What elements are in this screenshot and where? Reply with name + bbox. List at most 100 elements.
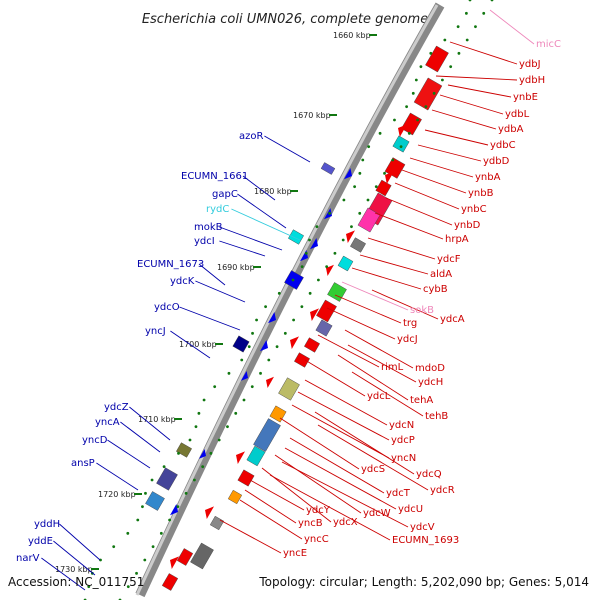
- reverse-feature-3: [232, 335, 250, 353]
- inner-tick-dot-37: [144, 491, 147, 495]
- leader-yncC: [239, 499, 303, 540]
- outer-tick-dot-8: [424, 105, 428, 109]
- outer-tick-dot-36: [193, 478, 196, 482]
- kbp-label-3: 1690 kbp: [217, 263, 255, 272]
- outer-tick-dot-41: [151, 545, 155, 549]
- leader-yncJ: [170, 330, 211, 359]
- gene-label-ydcL: ydcL: [367, 391, 391, 402]
- gene-label-tehA: tehA: [410, 395, 433, 406]
- leader-aldA: [359, 254, 429, 275]
- leader-ydbJ: [449, 41, 518, 65]
- gene-label-ydcH: ydcH: [418, 377, 443, 388]
- leader-ydcT: [289, 437, 385, 494]
- forward-feature-3: [392, 135, 410, 153]
- gene-label-ynbD: ynbD: [454, 220, 481, 231]
- forward-feature-7: [357, 207, 381, 233]
- inner-tick-dot-22: [277, 291, 281, 295]
- forward-feature-1: [413, 77, 443, 111]
- gene-label-ydcP: ydcP: [391, 435, 415, 446]
- gene-label-ydcN: ydcN: [389, 420, 414, 431]
- inner-tick-dot-28: [227, 371, 231, 375]
- forward-feature-13: [304, 337, 320, 353]
- gene-label-ydbC: ydbC: [490, 140, 516, 151]
- inner-tick-dot-31: [197, 411, 201, 415]
- outer-tick-dot-42: [143, 558, 147, 562]
- leader-ydcF: [367, 237, 436, 260]
- genome-summary: Topology: circular; Length: 5,202,090 bp…: [258, 575, 589, 589]
- inner-tick-dot-24: [255, 318, 258, 322]
- leader-ydcW: [274, 454, 362, 514]
- feature-track: [145, 45, 449, 591]
- gene-label-ydcO: ydcO: [154, 302, 180, 313]
- inner-tick-dot-29: [213, 385, 217, 389]
- outer-tick-dot-1: [482, 11, 486, 15]
- inner-tick-dot-40: [126, 531, 130, 535]
- forward-arrow-8: [205, 506, 214, 519]
- inner-tick-dot-8: [405, 105, 409, 109]
- leader-ydcU: [284, 447, 397, 510]
- reverse-arrow-5: [260, 340, 268, 352]
- outer-tick-dot-19: [333, 251, 337, 255]
- outer-tick-dot-9: [416, 118, 419, 122]
- inner-tick-dot-9: [393, 118, 396, 122]
- inner-tick-dot-25: [251, 331, 254, 335]
- gene-label-yncJ: yncJ: [145, 326, 166, 337]
- inner-tick-dot-23: [264, 305, 267, 309]
- forward-feature-14: [294, 352, 310, 368]
- gene-label-ydcU: ydcU: [398, 504, 423, 515]
- forward-feature-17: [253, 418, 281, 452]
- gene-labels: micC ydbJ ydbH ynbE ydbL ydbA ydbC ydbD ynbA ynbB…: [16, 39, 561, 564]
- inner-tick-dot-34: [177, 451, 180, 455]
- gene-label-ECUMN_1673: ECUMN_1673: [137, 259, 204, 270]
- leader-ydcR: [317, 424, 429, 491]
- inner-tick-dot-27: [240, 358, 244, 362]
- leader-ydbC: [424, 129, 489, 146]
- inner-tick-dot-17: [315, 225, 319, 229]
- gene-label-ynbE: ynbE: [513, 92, 538, 103]
- outer-tick-dot-3: [465, 38, 469, 42]
- leader-ynbE: [447, 84, 512, 98]
- leader-mokB: [219, 226, 283, 251]
- reverse-feature-4: [176, 442, 192, 458]
- inner-tick-dot-12: [361, 158, 365, 162]
- inner-tick-dot-33: [188, 438, 192, 442]
- leader-ydcV: [281, 461, 409, 528]
- gene-label-gapC: gapC: [212, 189, 238, 200]
- kbp-label-6: 1720 kbp: [98, 490, 136, 499]
- forward-feature-20: [227, 489, 243, 505]
- inner-tick-dot-44: [87, 585, 91, 589]
- leader-ECUMN_1693: [269, 474, 391, 541]
- gene-label-ydbJ: ydbJ: [519, 59, 541, 70]
- gene-label-mdoD: mdoD: [415, 363, 445, 374]
- gene-label-cybB: cybB: [423, 284, 448, 295]
- leader-ydcN: [304, 379, 388, 426]
- forward-feature-15: [278, 377, 300, 401]
- leader-ydcH: [347, 344, 417, 383]
- gene-label-ydbL: ydbL: [505, 109, 530, 120]
- leader-yncE: [219, 519, 282, 554]
- gene-label-azoR: azoR: [239, 131, 263, 142]
- outer-tick-dot-17: [350, 225, 353, 229]
- leader-ynbB: [401, 169, 467, 194]
- forward-feature-18: [246, 445, 266, 467]
- kbp-ticks: 1660 kbp 1670 kbp 1680 kbp 1690 kbp 1700 kbp…: [55, 0, 494, 600]
- forward-arrow-0: [398, 124, 407, 137]
- forward-feature-11: [316, 299, 337, 323]
- gene-label-ECUMN_1661: ECUMN_1661: [181, 171, 248, 182]
- leader-ydbA: [431, 109, 497, 130]
- kbp-label-5: 1710 kbp: [138, 415, 176, 424]
- outer-tick-dot-12: [391, 158, 395, 162]
- gene-label-mokB: mokB: [194, 222, 223, 233]
- inner-tick-dot-1: [464, 11, 468, 15]
- outer-tick-dot-43: [135, 571, 138, 575]
- kbp-label-7: 1730 kbp: [55, 565, 93, 574]
- inner-tick-dot-38: [141, 505, 144, 509]
- outer-tick-dot-2: [474, 25, 477, 29]
- inner-tick-dot-4: [429, 51, 433, 55]
- forward-feature-12: [315, 319, 333, 337]
- outer-tick-dot-15: [366, 198, 370, 202]
- forward-feature-16: [269, 405, 287, 423]
- inner-tick-dot-18: [308, 238, 311, 242]
- leader-tehA: [337, 354, 409, 401]
- forward-feature-24: [161, 573, 179, 591]
